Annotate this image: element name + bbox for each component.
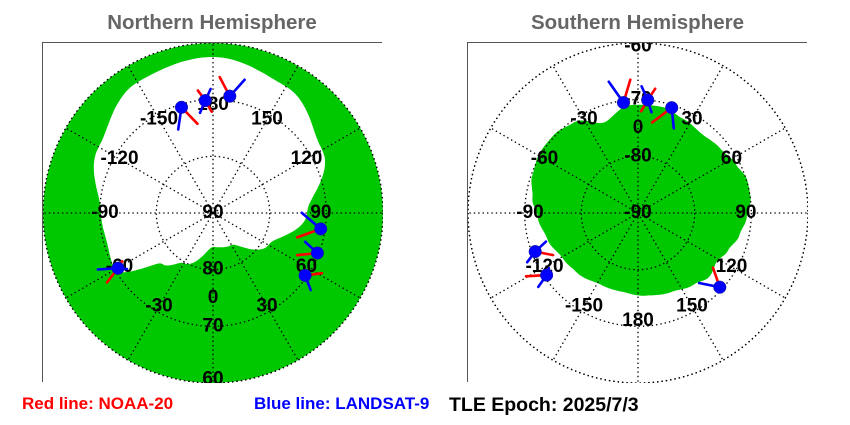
svg-text:90: 90 xyxy=(735,202,756,223)
svg-text:-80: -80 xyxy=(624,145,651,166)
svg-text:-150: -150 xyxy=(140,109,178,130)
svg-text:0: 0 xyxy=(633,117,644,138)
svg-text:150: 150 xyxy=(251,109,283,130)
svg-text:120: 120 xyxy=(716,256,748,277)
svg-text:-60: -60 xyxy=(624,43,651,56)
svg-text:90: 90 xyxy=(202,202,223,223)
svg-text:60: 60 xyxy=(721,148,742,169)
svg-text:-120: -120 xyxy=(100,148,138,169)
svg-text:-30: -30 xyxy=(570,109,597,130)
svg-text:-30: -30 xyxy=(145,296,172,317)
svg-text:-90: -90 xyxy=(516,202,543,223)
svg-text:60: 60 xyxy=(202,369,223,383)
svg-text:-60: -60 xyxy=(531,148,558,169)
svg-text:0: 0 xyxy=(208,287,219,308)
svg-text:180: 180 xyxy=(622,310,654,331)
svg-text:120: 120 xyxy=(291,148,323,169)
svg-text:-90: -90 xyxy=(91,202,118,223)
svg-text:80: 80 xyxy=(202,259,223,280)
svg-text:90: 90 xyxy=(310,202,331,223)
svg-text:30: 30 xyxy=(256,296,277,317)
svg-text:70: 70 xyxy=(202,315,223,336)
svg-text:30: 30 xyxy=(681,109,702,130)
svg-text:-150: -150 xyxy=(565,296,603,317)
svg-text:150: 150 xyxy=(676,296,708,317)
svg-text:-90: -90 xyxy=(624,202,651,223)
